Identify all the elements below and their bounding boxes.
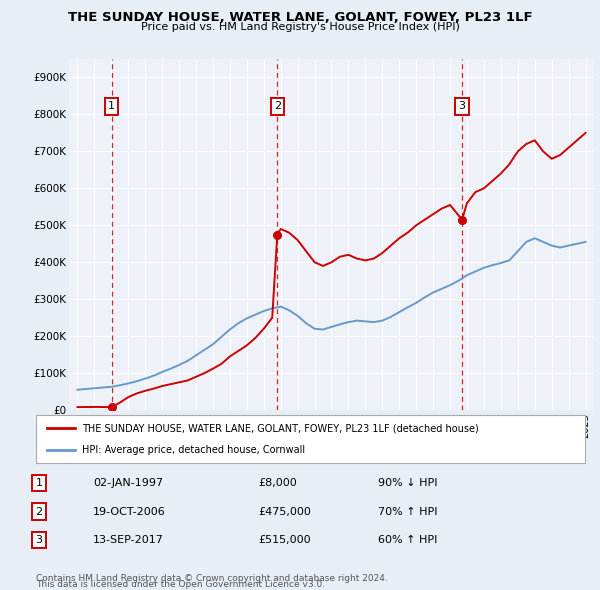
Text: 60% ↑ HPI: 60% ↑ HPI	[378, 535, 437, 545]
Text: HPI: Average price, detached house, Cornwall: HPI: Average price, detached house, Corn…	[82, 445, 305, 455]
Text: Contains HM Land Registry data © Crown copyright and database right 2024.: Contains HM Land Registry data © Crown c…	[36, 574, 388, 583]
Text: £475,000: £475,000	[258, 507, 311, 516]
Text: 19-OCT-2006: 19-OCT-2006	[93, 507, 166, 516]
Text: 70% ↑ HPI: 70% ↑ HPI	[378, 507, 437, 516]
Text: 02-JAN-1997: 02-JAN-1997	[93, 478, 163, 488]
Text: This data is licensed under the Open Government Licence v3.0.: This data is licensed under the Open Gov…	[36, 581, 325, 589]
Text: 2: 2	[274, 101, 281, 112]
Text: THE SUNDAY HOUSE, WATER LANE, GOLANT, FOWEY, PL23 1LF (detached house): THE SUNDAY HOUSE, WATER LANE, GOLANT, FO…	[82, 423, 479, 433]
Text: Price paid vs. HM Land Registry's House Price Index (HPI): Price paid vs. HM Land Registry's House …	[140, 22, 460, 32]
Text: 3: 3	[458, 101, 466, 112]
Text: 3: 3	[35, 535, 43, 545]
Text: £515,000: £515,000	[258, 535, 311, 545]
Text: 1: 1	[108, 101, 115, 112]
Text: 13-SEP-2017: 13-SEP-2017	[93, 535, 164, 545]
Text: £8,000: £8,000	[258, 478, 297, 488]
Text: 2: 2	[35, 507, 43, 516]
Text: THE SUNDAY HOUSE, WATER LANE, GOLANT, FOWEY, PL23 1LF: THE SUNDAY HOUSE, WATER LANE, GOLANT, FO…	[68, 11, 532, 24]
Text: 1: 1	[35, 478, 43, 488]
Text: 90% ↓ HPI: 90% ↓ HPI	[378, 478, 437, 488]
